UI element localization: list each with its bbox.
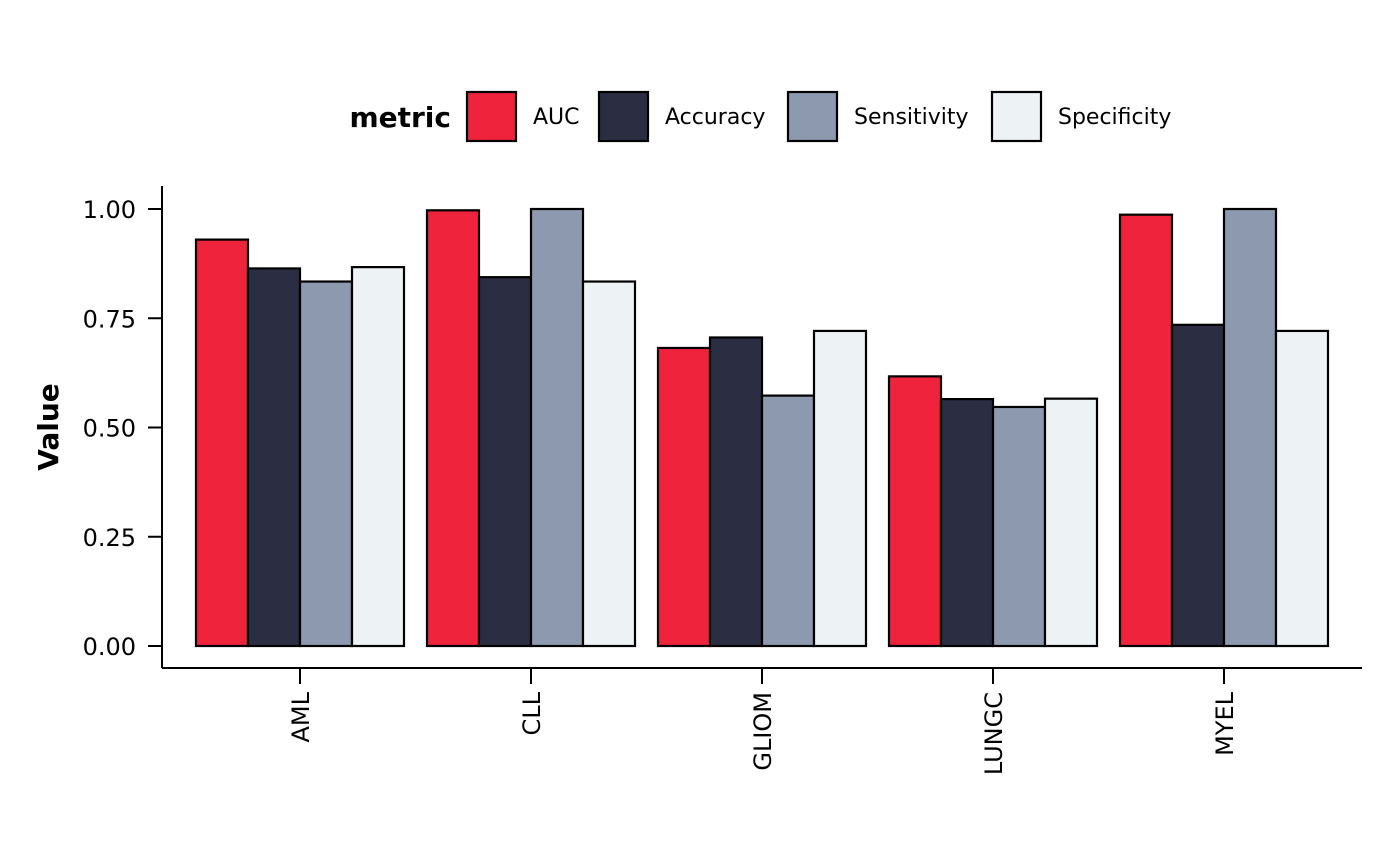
x-ticks: AML CLL GLIOM LUNGC MYEL	[287, 668, 1239, 775]
y-ticks: 0.00 0.25 0.50 0.75 1.00	[83, 196, 162, 661]
legend-title: metric	[349, 101, 451, 134]
legend-key-specificity	[990, 90, 1043, 143]
bar-cll-auc	[425, 209, 481, 648]
y-axis-label: Value	[32, 383, 65, 471]
bar-myel-sensitivity	[1222, 207, 1278, 648]
y-tick-label: 1.00	[83, 196, 136, 224]
legend-label-specificity: Specificity	[1058, 105, 1171, 130]
y-tick-label: 0.75	[83, 305, 136, 333]
x-tick-label: MYEL	[1211, 691, 1239, 756]
x-tick-label: AML	[287, 691, 315, 742]
legend: metric AUC Accuracy Sensitivity Specificity	[349, 90, 1171, 143]
bar-gliom-auc	[656, 346, 712, 648]
x-tick-label: CLL	[518, 691, 546, 735]
legend-key-auc	[465, 90, 518, 143]
bar-aml-sensitivity	[298, 280, 354, 648]
bar-lungc-auc	[887, 375, 943, 648]
x-tick-label: LUNGC	[980, 692, 1008, 775]
bar-cll-sensitivity	[529, 207, 585, 648]
bar-aml-accuracy	[246, 267, 302, 648]
bar-lungc-accuracy	[939, 397, 995, 648]
legend-key-accuracy	[597, 90, 650, 143]
legend-label-auc: AUC	[533, 105, 580, 130]
bar-cll-specificity	[581, 280, 637, 648]
bar-gliom-sensitivity	[760, 394, 816, 648]
y-tick-label: 0.00	[83, 633, 136, 661]
bar-aml-specificity	[350, 266, 406, 648]
bar-myel-accuracy	[1170, 323, 1226, 648]
y-tick-label: 0.25	[83, 524, 136, 552]
bar-gliom-accuracy	[708, 336, 764, 648]
bar-lungc-sensitivity	[991, 405, 1047, 648]
bar-lungc-specificity	[1043, 397, 1099, 648]
legend-label-sensitivity: Sensitivity	[854, 105, 969, 130]
bar-myel-auc	[1118, 213, 1174, 648]
bar-gliom-specificity	[812, 329, 868, 648]
x-tick-label: GLIOM	[749, 692, 777, 771]
bars-group	[194, 207, 1330, 648]
bar-aml-auc	[194, 238, 250, 648]
legend-key-sensitivity	[786, 90, 839, 143]
legend-label-accuracy: Accuracy	[665, 105, 765, 130]
bar-cll-accuracy	[477, 276, 533, 648]
bar-myel-specificity	[1274, 329, 1330, 648]
y-tick-label: 0.50	[83, 415, 136, 443]
